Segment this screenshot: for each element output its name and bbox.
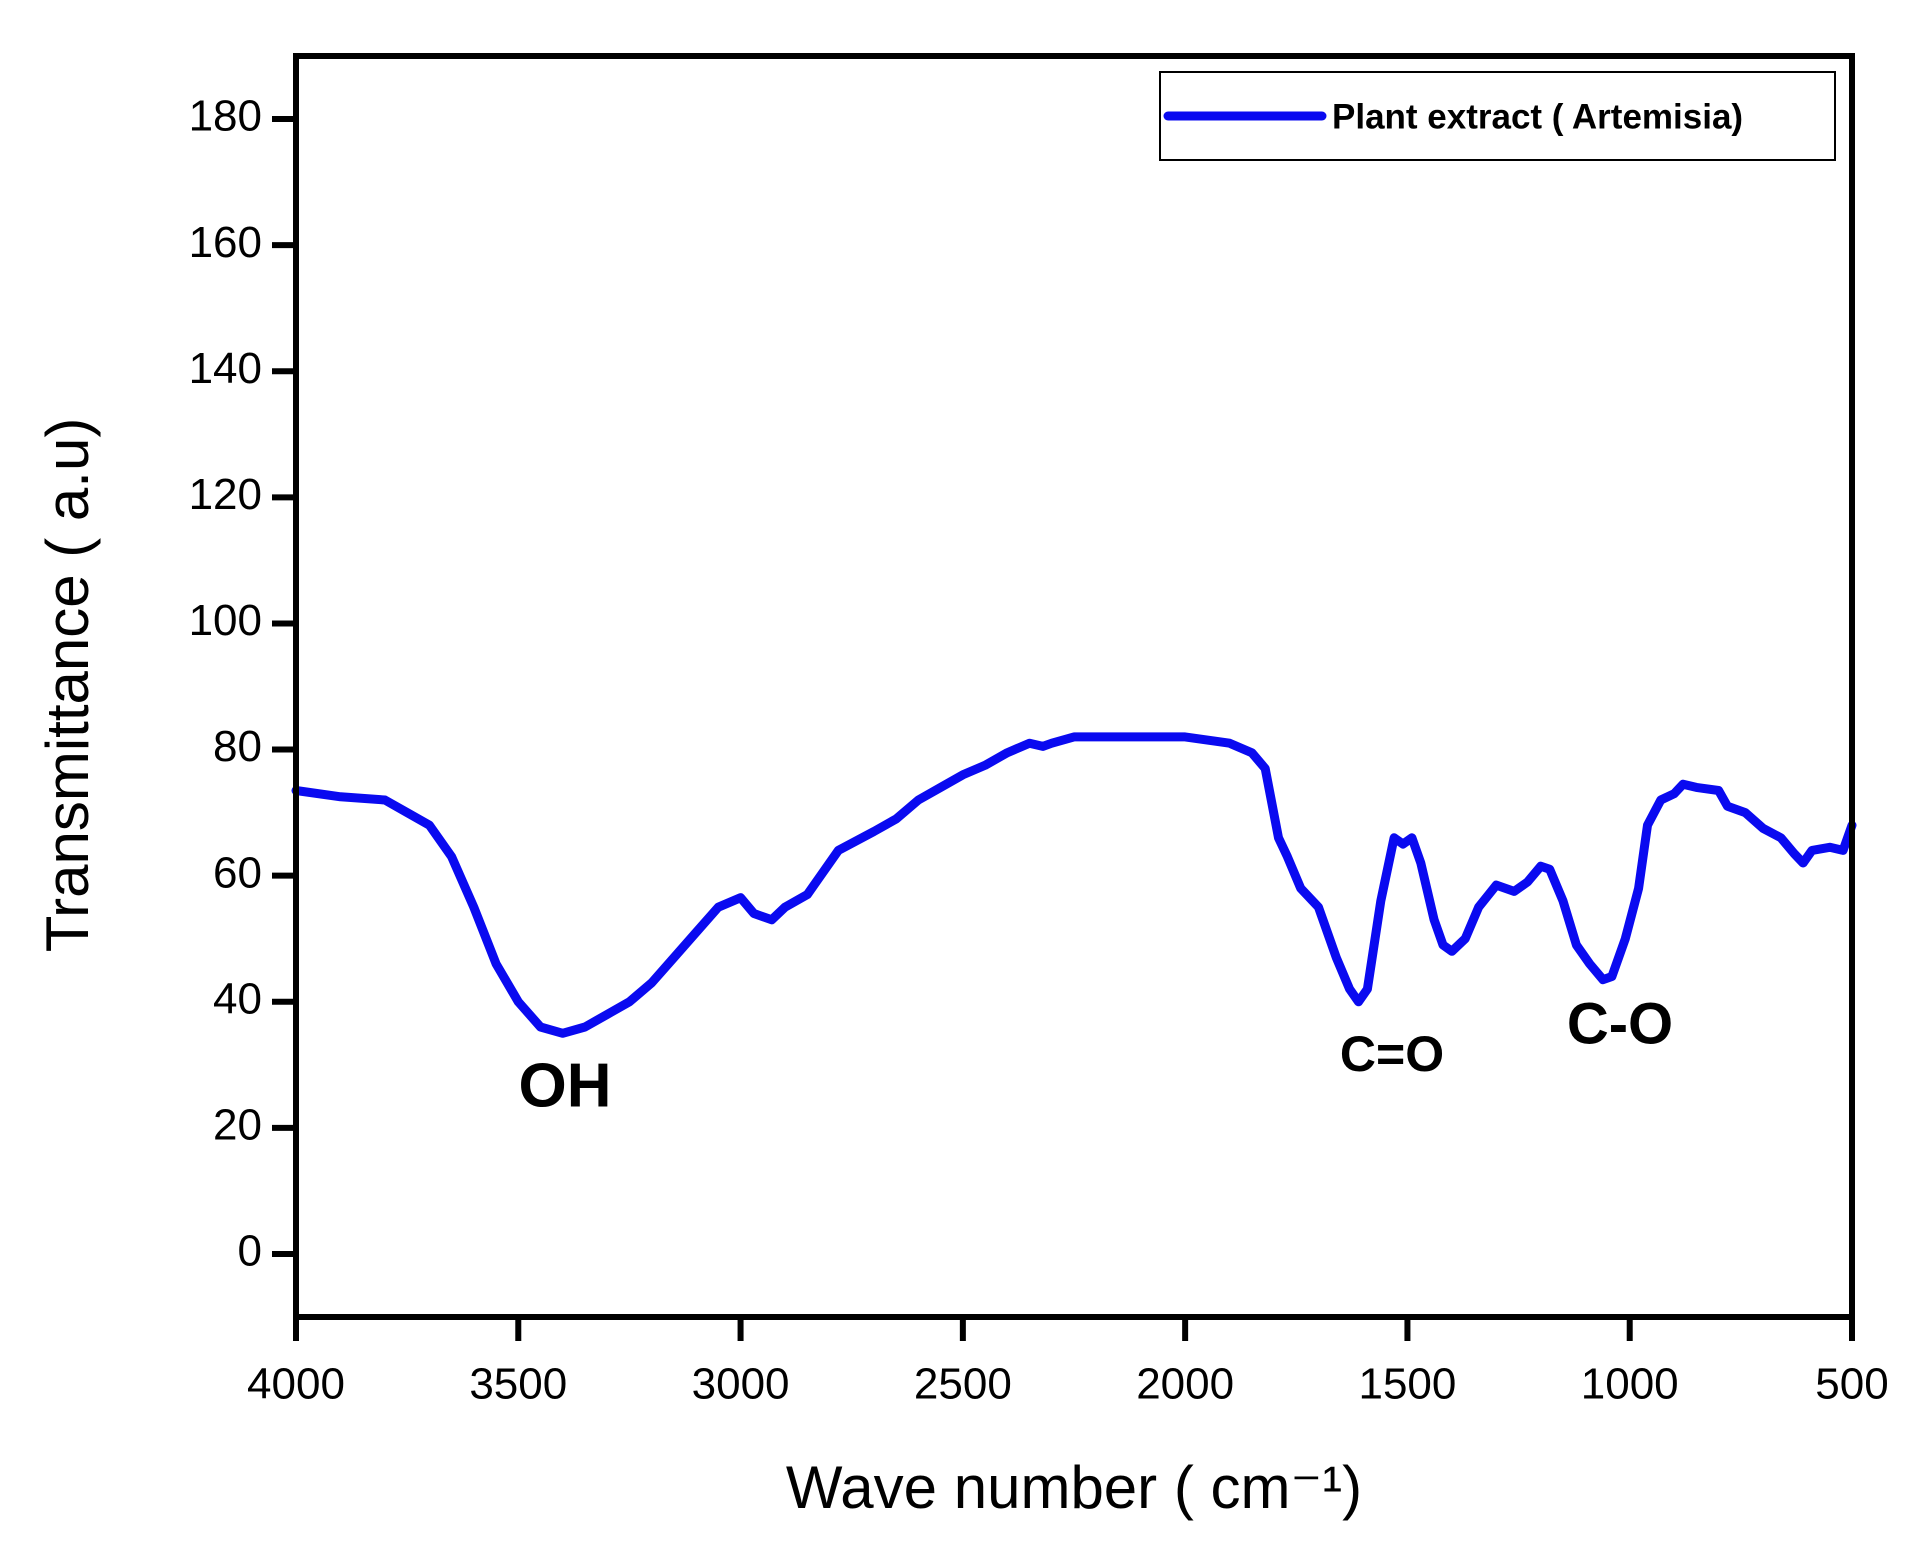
y-tick-label: 80 xyxy=(213,722,262,771)
y-tick-label: 100 xyxy=(189,596,262,645)
y-tick-label: 160 xyxy=(189,218,262,267)
y-axis-label: Transmittance ( a.u) xyxy=(34,418,101,953)
y-tick-label: 180 xyxy=(189,92,262,141)
y-tick-label: 40 xyxy=(213,974,262,1023)
y-tick-label: 0 xyxy=(238,1227,262,1276)
plot-frame xyxy=(293,53,1855,1320)
annotation: C=O xyxy=(1340,1026,1444,1082)
annotation: C-O xyxy=(1567,991,1673,1056)
series-line xyxy=(291,732,1857,1038)
x-tick-label: 500 xyxy=(1815,1360,1888,1409)
x-tick-label: 3500 xyxy=(469,1360,567,1409)
x-tick-label: 1500 xyxy=(1358,1360,1456,1409)
x-tick-label: 4000 xyxy=(247,1360,345,1409)
x-tick-label: 2500 xyxy=(914,1360,1012,1409)
legend-box xyxy=(1159,71,1836,161)
x-tick-label: 2000 xyxy=(1136,1360,1234,1409)
y-tick-label: 20 xyxy=(213,1100,262,1149)
x-tick-label: 3000 xyxy=(692,1360,790,1409)
legend-label: Plant extract ( Artemisia) xyxy=(1332,97,1743,136)
annotation: OH xyxy=(519,1051,612,1120)
y-tick-label: 60 xyxy=(213,848,262,897)
y-tick-label: 120 xyxy=(189,470,262,519)
x-axis-label: Wave number ( cm⁻¹) xyxy=(786,1454,1362,1521)
y-tick-label: 140 xyxy=(189,344,262,393)
x-tick-label: 1000 xyxy=(1581,1360,1679,1409)
